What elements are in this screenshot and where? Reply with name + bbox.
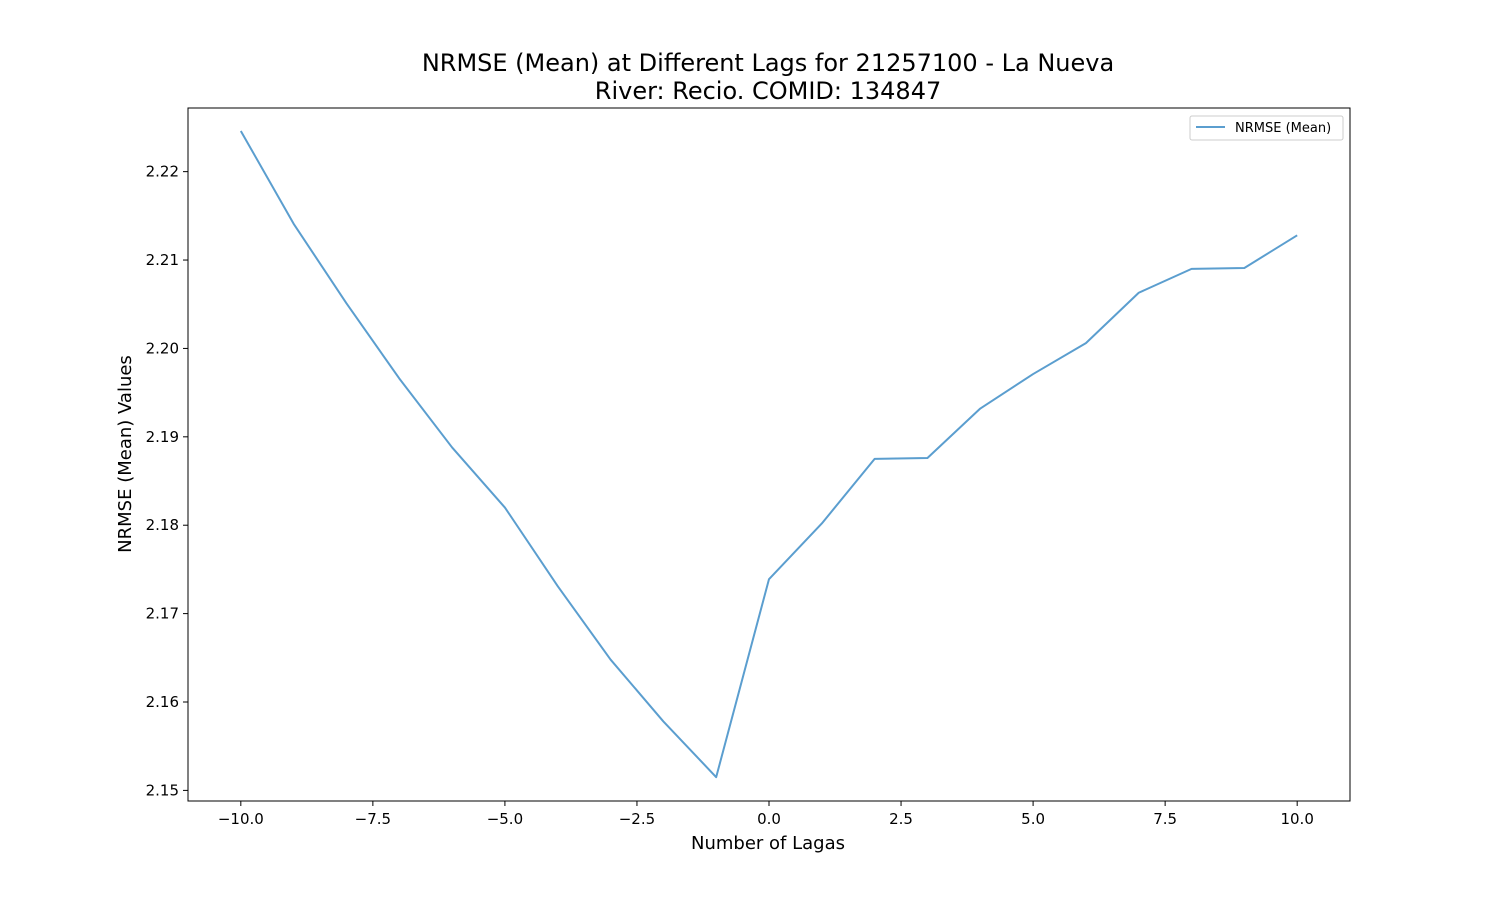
y-axis-label: NRMSE (Mean) Values bbox=[115, 355, 136, 553]
x-tick-label: −2.5 bbox=[619, 810, 655, 828]
legend-box bbox=[1189, 115, 1344, 141]
x-tick-label: 2.5 bbox=[889, 810, 913, 828]
series-layer bbox=[239, 130, 1298, 779]
legend-label: NRMSE (Mean) bbox=[1235, 121, 1331, 136]
legend: NRMSE (Mean) bbox=[1189, 115, 1344, 141]
x-tick-label: 7.5 bbox=[1153, 810, 1177, 828]
plot-area bbox=[188, 108, 1350, 801]
x-tick-label: −5.0 bbox=[487, 810, 523, 828]
x-axis-label: Number of Lagas bbox=[691, 833, 845, 854]
y-tick-label: 2.18 bbox=[146, 516, 179, 534]
y-axis-ticks: 2.15 2.16 2.17 2.18 2.19 2.20 2.21 2.22 bbox=[146, 163, 188, 799]
x-tick-label: −10.0 bbox=[218, 810, 264, 828]
x-tick-label: 0.0 bbox=[757, 810, 781, 828]
x-axis-ticks: −10.0 −7.5 −5.0 −2.5 0.0 2.5 5.0 7.5 10.0 bbox=[218, 801, 1314, 828]
chart-title-line-2: River: Recio. COMID: 134847 bbox=[595, 77, 941, 105]
x-tick-label: 10.0 bbox=[1280, 810, 1313, 828]
x-tick-label: 5.0 bbox=[1021, 810, 1045, 828]
y-tick-label: 2.15 bbox=[146, 781, 179, 799]
y-tick-label: 2.21 bbox=[146, 251, 179, 269]
y-tick-label: 2.22 bbox=[146, 163, 179, 181]
chart-title-line-1: NRMSE (Mean) at Different Lags for 21257… bbox=[422, 49, 1114, 77]
x-tick-label: −7.5 bbox=[355, 810, 391, 828]
y-tick-label: 2.17 bbox=[146, 605, 179, 623]
plot-frame bbox=[187, 107, 1351, 802]
y-tick-label: 2.16 bbox=[146, 693, 179, 711]
y-tick-label: 2.19 bbox=[146, 428, 179, 446]
series-line-nrmse-mean bbox=[239, 130, 1298, 779]
y-tick-label: 2.20 bbox=[146, 339, 179, 357]
